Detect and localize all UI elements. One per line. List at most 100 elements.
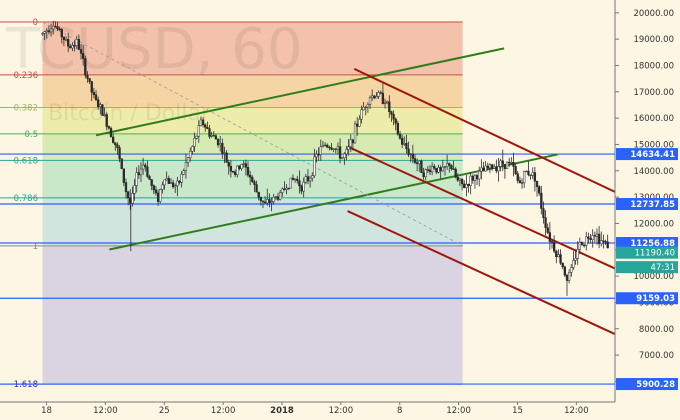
- candle-body: [152, 185, 155, 191]
- candle-body: [174, 185, 177, 188]
- candle-body: [249, 174, 252, 178]
- candle-body: [606, 241, 609, 249]
- candle-body: [257, 191, 260, 198]
- candle-body: [570, 267, 573, 273]
- candle-body: [52, 25, 55, 30]
- candle-body: [225, 152, 228, 163]
- candle-body: [191, 146, 194, 152]
- candle-body: [531, 172, 534, 176]
- candle-body: [126, 191, 130, 199]
- candle-body: [493, 166, 496, 169]
- candle-body: [443, 166, 447, 168]
- fib-zone-0: [42, 22, 463, 75]
- candle-body: [341, 157, 344, 159]
- candle-body: [163, 179, 166, 186]
- candle-body: [364, 106, 367, 109]
- candle-body: [289, 177, 292, 189]
- candle-body: [578, 241, 581, 250]
- candle-body: [315, 154, 318, 158]
- watermark-symbol: TCUSD, 60: [5, 17, 303, 82]
- candle-body: [424, 169, 427, 177]
- fib-label-0.236: 0.236: [14, 71, 38, 81]
- time-axis-background: [0, 402, 680, 416]
- candle-body: [435, 168, 438, 173]
- candle-body: [285, 187, 288, 190]
- candle-body: [71, 45, 74, 49]
- candle-body: [428, 169, 432, 173]
- candle-body: [415, 162, 419, 164]
- candle-body: [405, 143, 408, 150]
- candle-body: [368, 97, 372, 105]
- candle-body: [135, 172, 138, 186]
- level-price-label: 11256.88: [630, 239, 675, 249]
- candle-body: [291, 177, 295, 181]
- candle-body: [276, 196, 280, 200]
- candle-body: [86, 74, 89, 79]
- candle-body: [154, 189, 158, 194]
- candle-body: [221, 142, 224, 154]
- candle-body: [510, 162, 513, 164]
- price-axis: 20000.00 19000.00 18000.00 17000.00 16000.00…: [614, 0, 680, 416]
- candle-body: [49, 28, 53, 33]
- candle-body: [544, 217, 547, 228]
- candle-body: [338, 146, 342, 159]
- candle-body: [296, 178, 299, 181]
- candle-body: [107, 126, 111, 129]
- candle-body: [362, 107, 365, 111]
- candle-body: [409, 153, 412, 156]
- candle-body: [43, 31, 46, 34]
- candle-body: [488, 164, 492, 169]
- candle-body: [268, 199, 271, 203]
- candle-body: [133, 185, 136, 194]
- candle-body: [559, 254, 562, 264]
- candle-body: [527, 170, 530, 176]
- candle-body: [231, 171, 235, 173]
- candle-body: [392, 114, 395, 120]
- candle-body: [587, 236, 590, 239]
- candle-body: [351, 139, 355, 144]
- candle-body: [499, 160, 502, 167]
- candle-body: [585, 236, 588, 246]
- level-price-label: 5900.28: [636, 380, 675, 390]
- candle-body: [345, 149, 348, 155]
- candle-body: [360, 109, 363, 120]
- candle-body: [604, 241, 607, 243]
- time-tick-label: 12:00: [564, 406, 589, 416]
- candle-body: [253, 181, 256, 185]
- candle-body: [540, 192, 543, 209]
- candle-body: [281, 188, 284, 193]
- candle-body: [300, 185, 303, 192]
- level-price-label: 14634.41: [630, 150, 675, 160]
- candle-body: [148, 176, 151, 180]
- candle-body: [336, 146, 340, 150]
- candle-body: [403, 143, 406, 145]
- candle-body: [480, 167, 483, 172]
- level-price-tag: [616, 148, 678, 161]
- candle-body: [426, 169, 429, 171]
- candle-body: [490, 164, 494, 169]
- candle-body: [475, 175, 479, 180]
- candle-body: [430, 166, 434, 173]
- candle-body: [114, 142, 117, 146]
- candle-body: [317, 154, 320, 156]
- candle-body: [572, 260, 575, 268]
- fib-label-0: 0: [33, 18, 38, 28]
- price-tick-label: 12000.00: [633, 219, 674, 229]
- price-tick-label: 17000.00: [633, 88, 674, 98]
- candle-body: [482, 167, 485, 172]
- candle-body: [467, 184, 470, 186]
- candle-body: [73, 45, 76, 47]
- candle-body: [377, 92, 380, 97]
- candle-body: [306, 176, 310, 182]
- candle-body: [204, 124, 207, 128]
- candle-body: [124, 182, 128, 193]
- candle-body: [184, 162, 188, 171]
- candle-body: [557, 254, 560, 257]
- candle-body: [67, 39, 70, 47]
- candle-body: [214, 135, 218, 140]
- candle-body: [116, 144, 119, 148]
- fib-label-0.382: 0.382: [14, 104, 38, 114]
- candle-body: [473, 175, 477, 181]
